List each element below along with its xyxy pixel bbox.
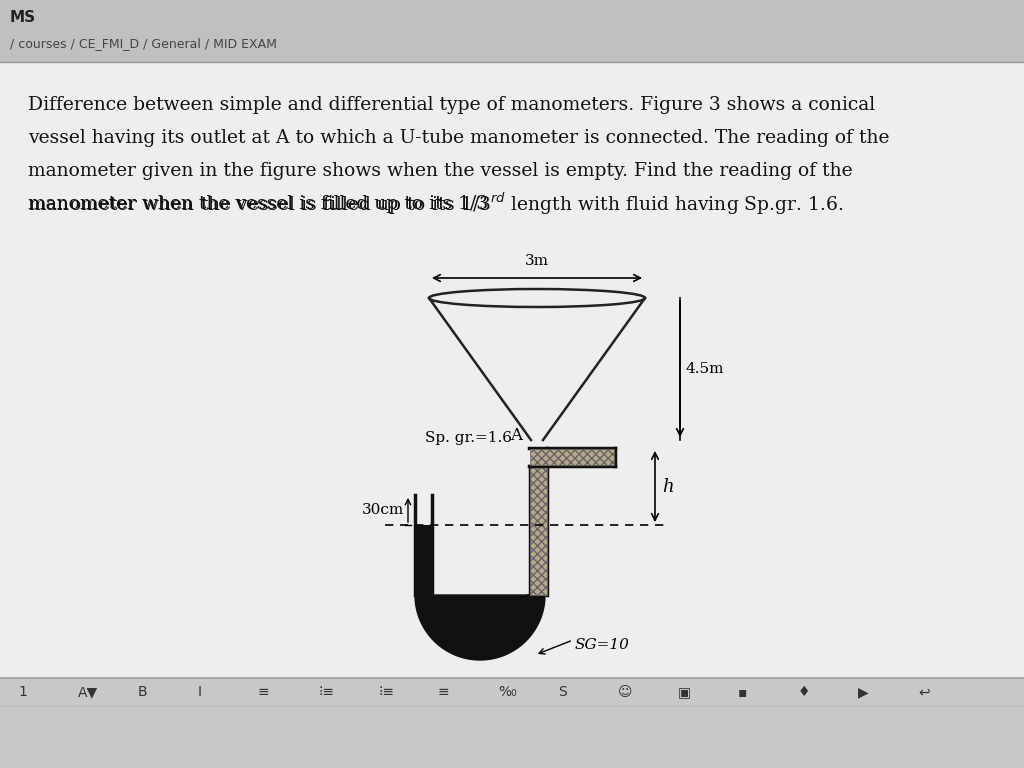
Text: 3m: 3m (525, 254, 549, 268)
Text: A▼: A▼ (78, 685, 98, 699)
Text: 4.5m: 4.5m (686, 362, 725, 376)
Text: ▣: ▣ (678, 685, 691, 699)
Text: ⁝≡: ⁝≡ (318, 685, 334, 699)
Text: manometer given in the figure shows when the vessel is empty. Find the reading o: manometer given in the figure shows when… (28, 162, 853, 180)
Text: I: I (198, 685, 202, 699)
Text: B: B (138, 685, 147, 699)
Text: S: S (558, 685, 566, 699)
Text: SG=10: SG=10 (575, 638, 630, 652)
Bar (415, 525, 432, 595)
Text: 30cm: 30cm (362, 503, 404, 517)
Bar (0, 678, 1024, 768)
Text: Difference between simple and differential type of manometers. Figure 3 shows a : Difference between simple and differenti… (28, 96, 876, 114)
Polygon shape (415, 595, 545, 660)
Text: ♦: ♦ (798, 685, 811, 699)
Text: manometer when the vessel is filled up to its 1/3$^{rd}$ length with fluid havin: manometer when the vessel is filled up t… (28, 191, 844, 217)
Text: %₀: %₀ (498, 685, 517, 699)
Text: vessel having its outlet at A to which a U-tube manometer is connected. The read: vessel having its outlet at A to which a… (28, 129, 890, 147)
Text: ⁝≡: ⁝≡ (378, 685, 394, 699)
Text: ☺: ☺ (618, 685, 633, 699)
Text: manometer when the vessel is filled up to its 1/3: manometer when the vessel is filled up t… (28, 195, 488, 213)
Text: ≡: ≡ (258, 685, 269, 699)
Bar (530, 466, 547, 595)
Text: A: A (510, 428, 522, 445)
Bar (0, 62, 1024, 678)
Text: / courses / CE_FMI_D / General / MID EXAM: / courses / CE_FMI_D / General / MID EXA… (10, 38, 276, 51)
Bar (530, 449, 614, 465)
Text: h: h (662, 478, 674, 495)
Text: ▪: ▪ (738, 685, 748, 699)
Text: ▶: ▶ (858, 685, 868, 699)
Text: 1: 1 (18, 685, 27, 699)
Polygon shape (432, 595, 530, 643)
Text: ↩: ↩ (918, 685, 930, 699)
Text: Sp. gr.=1.6: Sp. gr.=1.6 (425, 431, 512, 445)
Text: ≡: ≡ (438, 685, 450, 699)
Text: MS: MS (10, 11, 36, 25)
Bar (0, 0, 1024, 62)
